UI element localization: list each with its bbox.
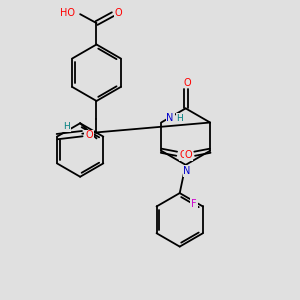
Text: H: H: [63, 122, 70, 131]
Text: O: O: [115, 8, 123, 18]
Text: H: H: [176, 113, 183, 122]
Text: HO: HO: [60, 8, 75, 18]
Text: O: O: [179, 150, 187, 160]
Text: F: F: [191, 199, 197, 209]
Text: N: N: [184, 166, 191, 176]
Text: N: N: [167, 113, 174, 123]
Text: O: O: [85, 130, 93, 140]
Text: O: O: [184, 150, 192, 160]
Text: O: O: [183, 77, 191, 88]
